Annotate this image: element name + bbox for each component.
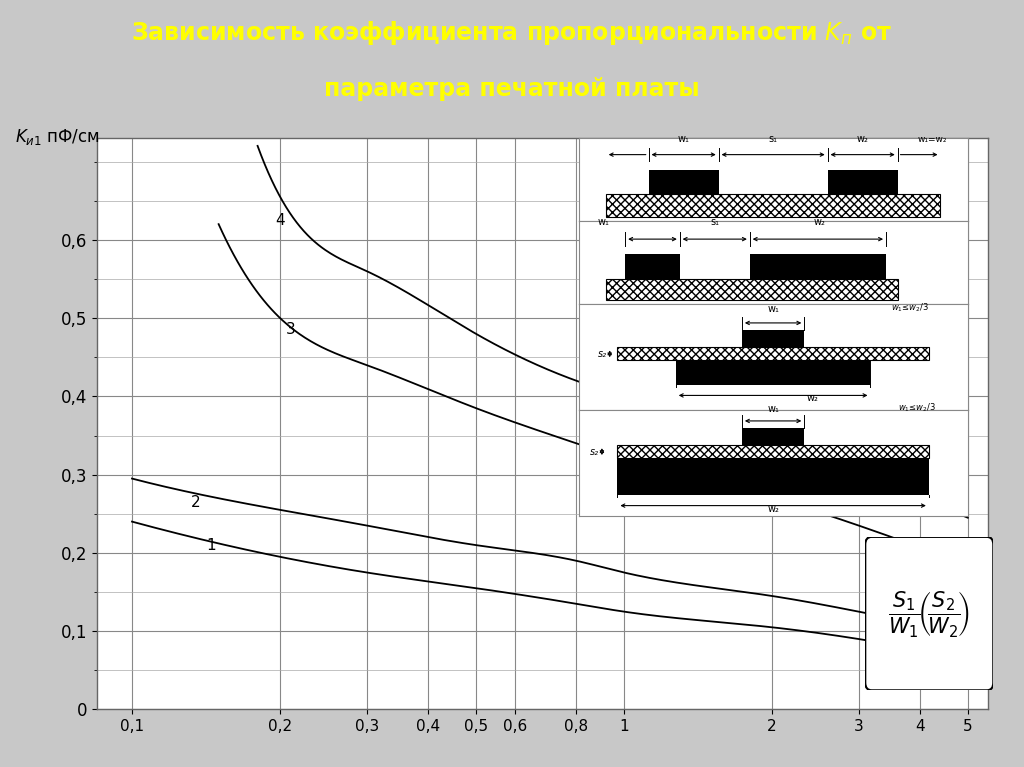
Bar: [750, 254, 886, 279]
Bar: [606, 279, 898, 301]
Bar: [742, 331, 804, 347]
Bar: [617, 458, 929, 495]
Text: s₂: s₂: [598, 349, 607, 359]
Text: w₂: w₂: [767, 504, 779, 514]
Text: w₂: w₂: [806, 393, 818, 403]
Text: 4: 4: [275, 212, 285, 228]
Text: 3: 3: [286, 322, 295, 337]
Text: w₁: w₁: [767, 403, 779, 413]
Text: $w_1≤w_2/3$: $w_1≤w_2/3$: [891, 302, 929, 314]
Text: w₁=w₂: w₁=w₂: [918, 135, 947, 144]
Bar: [606, 193, 940, 217]
Text: $\dfrac{S_1}{W_1}\!\left(\!\dfrac{S_2}{W_2}\!\right)$: $\dfrac{S_1}{W_1}\!\left(\!\dfrac{S_2}{W…: [889, 588, 970, 639]
Bar: [648, 170, 719, 193]
Text: параметра печатной платы: параметра печатной платы: [325, 77, 699, 101]
Text: 2: 2: [191, 495, 201, 509]
Text: 1: 1: [207, 538, 216, 552]
Text: w₁: w₁: [598, 217, 610, 227]
Text: $K_{и1}$ пФ/см: $K_{и1}$ пФ/см: [15, 127, 100, 146]
Bar: [676, 360, 870, 385]
Text: s₂: s₂: [590, 446, 599, 456]
Bar: [626, 254, 680, 279]
Text: w₁: w₁: [767, 304, 779, 314]
Bar: [617, 446, 929, 458]
Text: s₁: s₁: [711, 217, 719, 227]
Text: Зависимость коэффициента пропорциональности $K_п$ от: Зависимость коэффициента пропорционально…: [131, 19, 893, 48]
Bar: [617, 347, 929, 360]
Text: w₂: w₂: [857, 134, 868, 144]
Bar: [742, 428, 804, 446]
Text: $w_1≤w_2/3$: $w_1≤w_2/3$: [898, 401, 937, 413]
FancyBboxPatch shape: [865, 537, 993, 690]
Text: w₁: w₁: [678, 134, 689, 144]
Bar: [827, 170, 898, 193]
Text: w₂: w₂: [814, 217, 825, 227]
Text: s₁: s₁: [769, 134, 777, 144]
